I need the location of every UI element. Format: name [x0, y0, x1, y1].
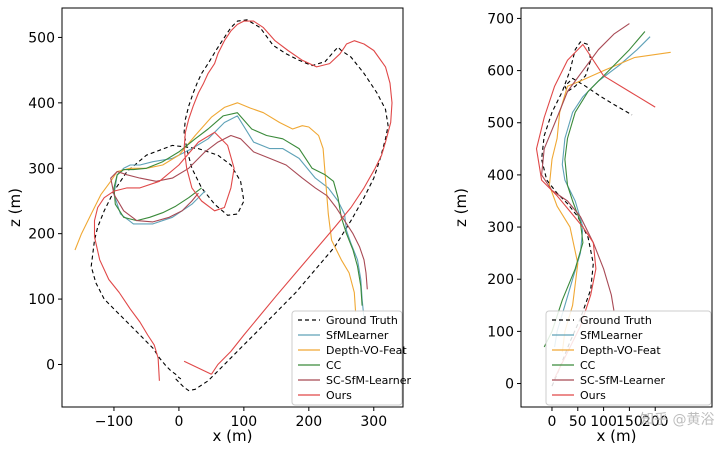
y-tick-label: 200	[487, 272, 514, 288]
legend-label: Ours	[580, 389, 606, 402]
legend-label: Ground Truth	[326, 314, 398, 327]
legend-label: SfMLearner	[326, 329, 389, 342]
x-tick-label: 150	[616, 414, 643, 430]
y-tick-label: 500	[487, 116, 514, 132]
series-line-sc-sfm-learner	[110, 134, 368, 290]
x-tick-label: 200	[295, 414, 322, 430]
series-line-sfmlearner	[113, 115, 365, 319]
series-line-ours	[535, 43, 656, 379]
y-tick-label: 700	[487, 11, 514, 27]
y-tick-label: 0	[505, 377, 514, 393]
y-tick-label: 100	[28, 292, 55, 308]
series-line-ours	[93, 20, 393, 381]
left-trajectory-plot: −100 0 100 200 300 0 100 200 300 400 500 x (m) z (m)…	[6, 7, 411, 445]
legend-label: SC-SfM-Learner	[326, 374, 411, 387]
series-line-ground-truth	[541, 41, 633, 387]
series-line-depth-vo-feat	[74, 102, 357, 313]
x-tick-label: 200	[642, 414, 669, 430]
watermark: 知乎 @黄浴	[640, 411, 714, 428]
y-tick-label: 100	[487, 324, 514, 340]
y-tick-label: 400	[487, 168, 514, 184]
legend-label: SfMLearner	[580, 329, 643, 342]
legend-label: SC-SfM-Learner	[580, 374, 665, 387]
y-tick-label: 500	[28, 30, 55, 46]
x-axis-label: x (m)	[213, 427, 253, 445]
x-tick-label: 0	[548, 414, 557, 430]
y-tick-label: 200	[28, 227, 55, 243]
legend-box	[545, 310, 712, 406]
y-axis-label: z (m)	[452, 188, 470, 227]
legend: Ground Truth SfMLearner Depth-VO-Feat CC SC-…	[291, 310, 411, 406]
legend-label: Depth-VO-Feat	[580, 344, 661, 357]
x-tick-label: 100	[230, 414, 257, 430]
y-tick-label: 300	[487, 220, 514, 236]
x-tick-label: 300	[360, 414, 387, 430]
legend-label: Ground Truth	[580, 314, 652, 327]
legend-label: CC	[326, 359, 342, 372]
x-tick-label: 0	[174, 414, 183, 430]
series-line-sfmlearner	[554, 36, 651, 348]
series-line-sc-sfm-learner	[541, 23, 630, 311]
y-tick-label: 400	[28, 96, 55, 112]
legend-label: CC	[580, 359, 596, 372]
x-tick-label: −100	[95, 414, 133, 430]
series-segment-ours	[183, 360, 212, 375]
legend: Ground Truth SfMLearner Depth-VO-Feat CC SC-…	[545, 310, 712, 406]
x-tick-label: 50	[569, 414, 587, 430]
axes-frame	[520, 7, 713, 408]
x-axis-label: x (m)	[597, 427, 637, 445]
x-tick-label: 100	[590, 414, 617, 430]
y-tick-label: 300	[28, 161, 55, 177]
series-line-ground-truth	[90, 19, 389, 392]
legend-label: Depth-VO-Feat	[326, 344, 407, 357]
series-line-depth-vo-feat	[548, 51, 671, 353]
y-axis-label: z (m)	[6, 188, 24, 227]
y-tick-label: 600	[487, 64, 514, 80]
legend-label: Ours	[326, 389, 352, 402]
series-line-cc	[543, 31, 646, 348]
series-line-cc	[113, 112, 363, 306]
axes-frame	[61, 7, 404, 408]
y-tick-label: 0	[46, 357, 55, 373]
